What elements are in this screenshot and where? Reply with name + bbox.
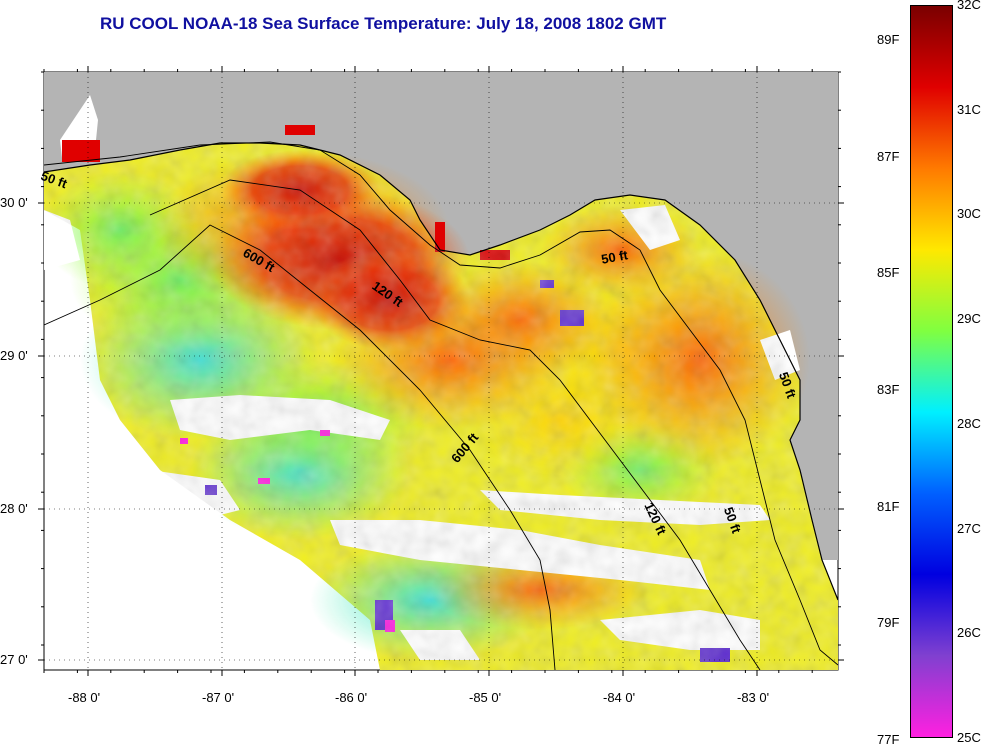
lat-tick-label: 29 0' <box>0 348 28 363</box>
lat-tick-label: 28 0' <box>0 501 28 516</box>
land-mass <box>44 72 838 560</box>
colorbar-fahrenheit-label: 79F <box>877 615 900 630</box>
colorbar-fahrenheit-label: 77F <box>877 732 900 747</box>
colorbar-fahrenheit-label: 89F <box>877 32 900 47</box>
colorbar-celsius-label: 30C <box>957 206 981 222</box>
lon-tick-label: -83 0' <box>737 690 770 705</box>
contour-50ft <box>44 141 838 666</box>
lon-tick-label: -87 0' <box>202 690 235 705</box>
colorbar-celsius-label: 32C <box>957 0 981 12</box>
lat-tick-label: 30 0' <box>0 195 28 210</box>
contour-120ft <box>149 179 761 670</box>
lon-tick-label: -86 0' <box>335 690 368 705</box>
contour-600ft <box>44 224 556 670</box>
lon-tick-label: -85 0' <box>469 690 502 705</box>
colorbar-celsius-label: 27C <box>957 520 981 536</box>
colorbar-celsius-label: 26C <box>957 625 981 641</box>
colorbar-celsius-label: 28C <box>957 415 981 431</box>
colorbar-fahrenheit-label: 87F <box>877 149 900 164</box>
lon-tick-label: -88 0' <box>68 690 101 705</box>
colorbar-fahrenheit-label: 85F <box>877 265 900 280</box>
lat-tick-label: 27 0' <box>0 652 28 667</box>
colorbar-celsius-label: 25C <box>957 730 981 745</box>
colorbar-celsius-label: 29C <box>957 311 981 327</box>
colorbar-fahrenheit-label: 81F <box>877 499 900 514</box>
colorbar-celsius-label: 31C <box>957 101 981 117</box>
colorbar-fahrenheit-label: 83F <box>877 382 900 397</box>
lon-tick-label: -84 0' <box>603 690 636 705</box>
map-title: RU COOL NOAA-18 Sea Surface Temperature:… <box>100 14 667 33</box>
colorbar <box>910 5 953 738</box>
